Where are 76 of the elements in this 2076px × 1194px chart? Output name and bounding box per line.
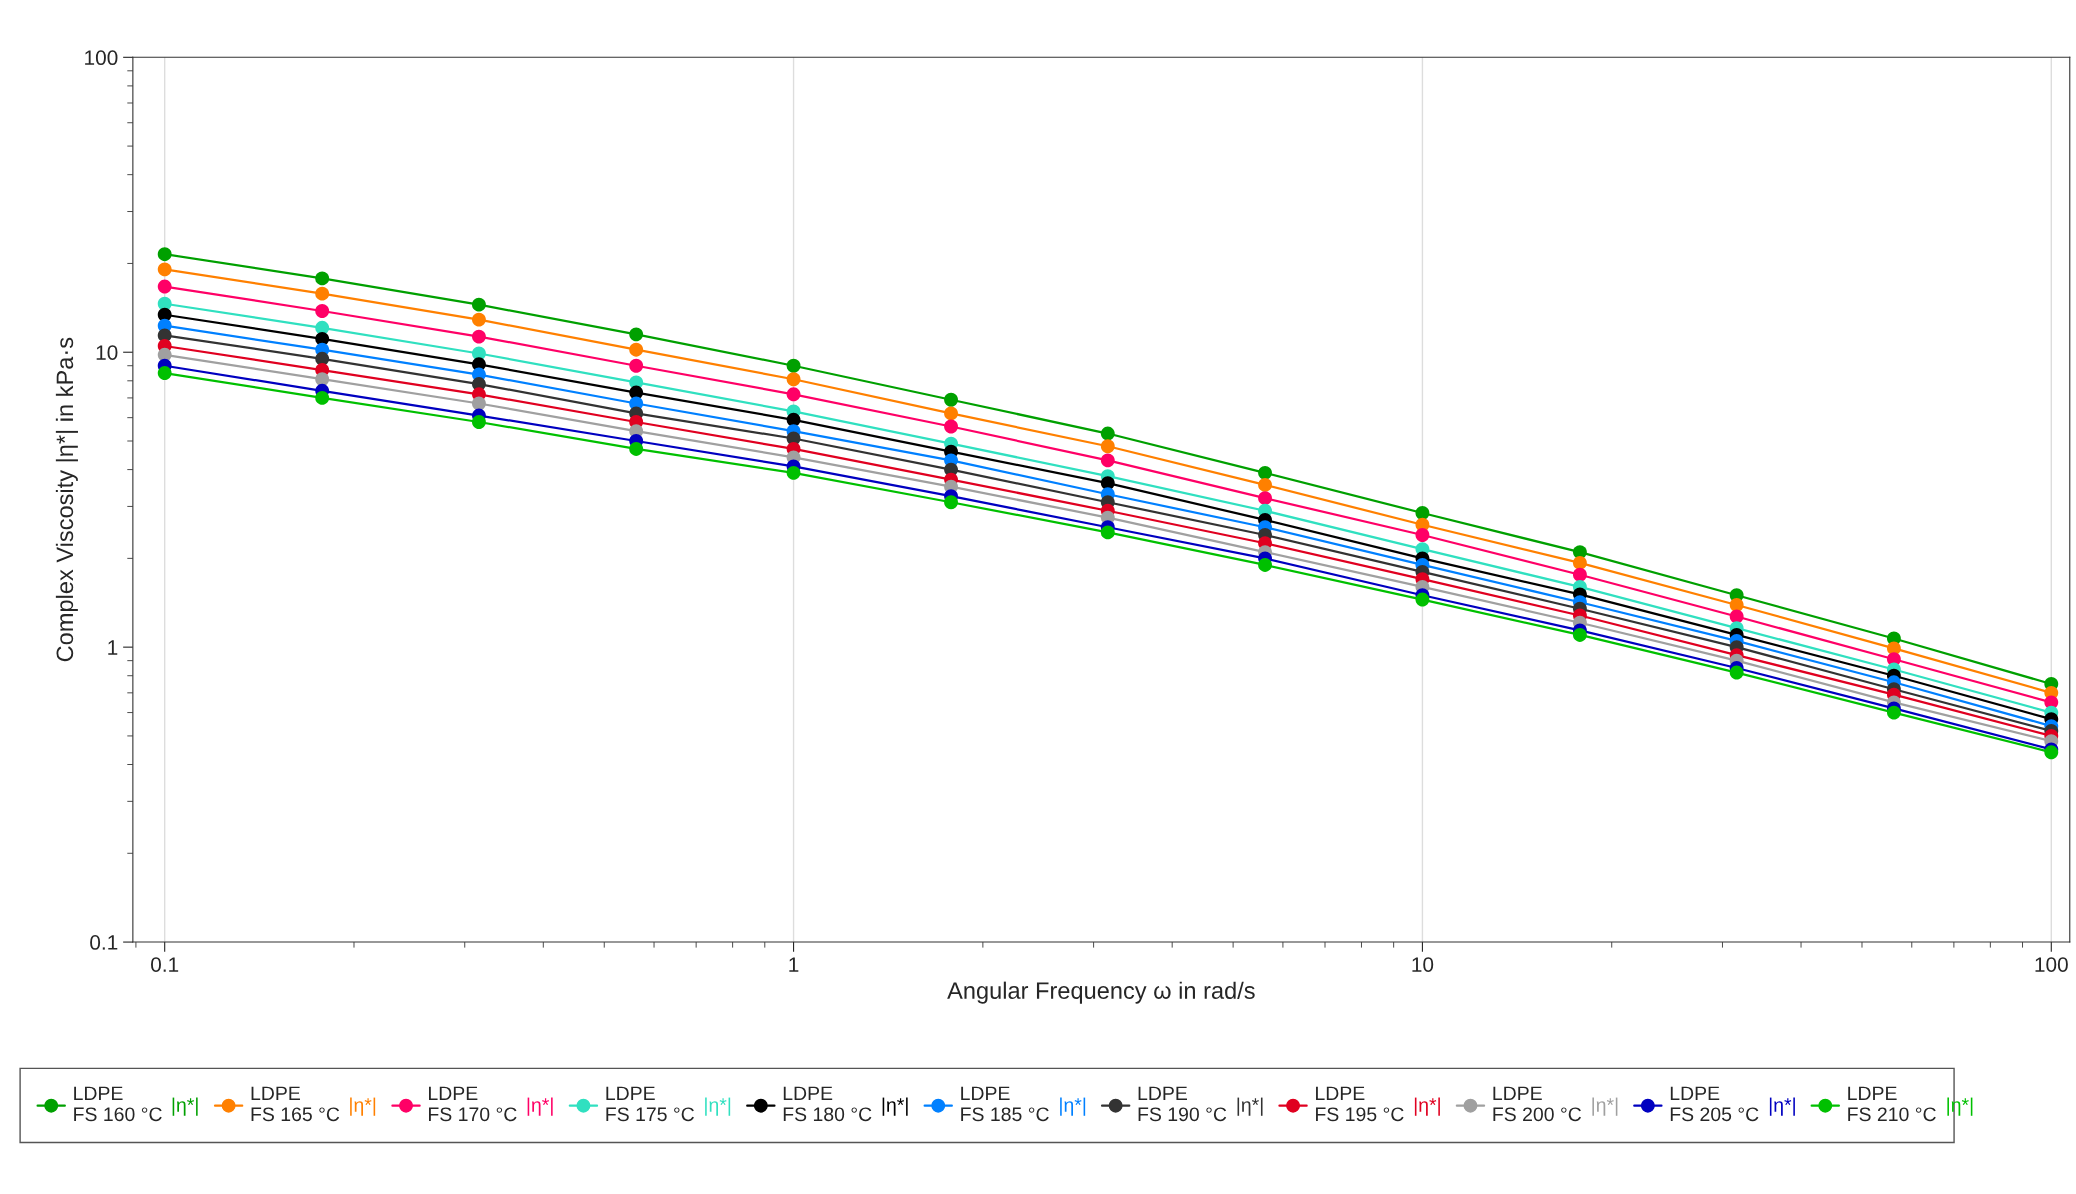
point xyxy=(471,312,486,327)
point xyxy=(157,262,172,277)
point xyxy=(786,358,801,373)
point xyxy=(1100,426,1115,441)
point xyxy=(1258,491,1272,506)
point xyxy=(471,396,486,411)
text: |η*| xyxy=(350,1097,376,1116)
text: |η*| xyxy=(1947,1097,1973,1116)
point xyxy=(1258,465,1272,480)
point xyxy=(629,358,644,373)
legend-label: LDPE FS 205 °C xyxy=(1670,1086,1759,1122)
legend-label: LDPE FS 180 °C xyxy=(783,1086,872,1122)
point xyxy=(1415,592,1430,607)
point xyxy=(315,304,330,318)
legend-title: |η*| xyxy=(172,1097,198,1116)
x-axis-title: Angular Frequency ω in rad/s xyxy=(947,981,1255,1004)
x-tick-label: 0.1 xyxy=(151,957,179,972)
legend-label: LDPE FS 190 °C xyxy=(1138,1086,1227,1122)
legend-label: LDPE FS 185 °C xyxy=(961,1086,1049,1122)
legend-label: LDPE FS 195 °C xyxy=(1316,1086,1404,1122)
point xyxy=(471,329,486,344)
y-axis-title: Complex Viscosity |η*| in kPa·s xyxy=(55,337,78,662)
legend-label: LDPE FS 160 °C xyxy=(74,1086,162,1122)
legend-label: LDPE FS 170 °C xyxy=(429,1086,517,1122)
text: |η*| xyxy=(705,1097,731,1116)
point xyxy=(1100,453,1115,468)
point xyxy=(944,392,958,407)
point xyxy=(786,465,801,480)
point xyxy=(1100,525,1115,540)
text: |η*| xyxy=(1414,1097,1440,1116)
point xyxy=(315,372,330,387)
point xyxy=(471,297,486,312)
point xyxy=(1100,439,1115,454)
point xyxy=(1572,628,1587,642)
point xyxy=(944,419,958,434)
y-tick-label: 100 xyxy=(85,50,118,66)
point xyxy=(157,247,172,262)
point xyxy=(315,271,330,286)
point xyxy=(944,406,958,421)
legend-label: LDPE FS 200 °C xyxy=(1493,1086,1582,1122)
legend-label: LDPE FS 165 °C xyxy=(251,1086,340,1122)
point xyxy=(315,390,330,405)
point xyxy=(1415,506,1430,520)
y-tick-label: 0.1 xyxy=(90,935,118,950)
point xyxy=(1886,705,1901,720)
y-tick-label: 1 xyxy=(108,640,118,655)
point xyxy=(157,366,172,380)
point xyxy=(1729,665,1744,680)
point xyxy=(629,327,644,342)
point xyxy=(629,342,644,357)
x-tick-label: 100 xyxy=(2035,957,2068,972)
point xyxy=(786,372,801,387)
point xyxy=(1729,609,1744,624)
text: |η*| xyxy=(527,1097,553,1116)
point xyxy=(1258,477,1272,492)
point xyxy=(1572,567,1587,582)
point xyxy=(1572,555,1587,570)
point xyxy=(629,441,644,456)
text: |η*| xyxy=(1769,1097,1795,1116)
y-tick-label: 10 xyxy=(96,345,118,360)
text: |η*| xyxy=(1060,1097,1086,1116)
point xyxy=(471,415,486,429)
point xyxy=(944,495,958,510)
point xyxy=(1729,598,1744,612)
text: |η*| xyxy=(1592,1097,1618,1116)
point xyxy=(315,286,330,301)
x-tick-label: 1 xyxy=(789,957,799,972)
legend-label: LDPE FS 210 °C xyxy=(1848,1086,1936,1122)
point xyxy=(157,279,172,294)
text: |η*| xyxy=(1237,1097,1263,1116)
point xyxy=(1258,557,1272,572)
legend-label: LDPE FS 175 °C xyxy=(606,1086,694,1122)
point xyxy=(786,387,801,402)
text: |η*| xyxy=(882,1097,908,1116)
x-tick-label: 10 xyxy=(1412,957,1434,972)
point xyxy=(1415,528,1430,542)
